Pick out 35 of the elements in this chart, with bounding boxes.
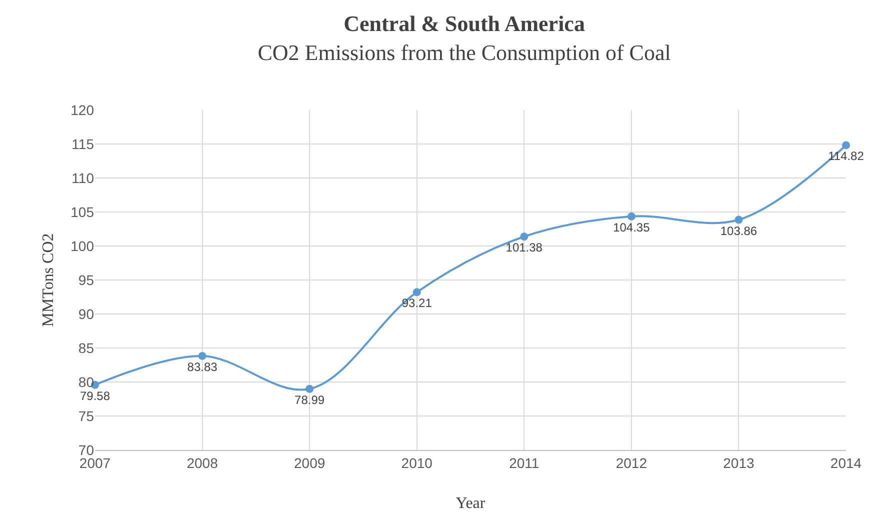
data-label: 83.83 (187, 360, 218, 374)
x-tick-label: 2011 (509, 454, 540, 471)
point (520, 232, 528, 241)
x-tick-label: 2014 (830, 454, 862, 471)
data-label: 101.38 (506, 240, 543, 255)
chart-subtitle: CO2 Emissions from the Consumption of Coal (258, 40, 671, 65)
x-tick-label: 2012 (616, 454, 648, 471)
x-axis-title: Year (456, 495, 486, 512)
point (412, 288, 421, 296)
data-label: 79.58 (80, 388, 110, 403)
x-tick-label: 2010 (401, 454, 433, 471)
data-label: 93.21 (402, 296, 432, 310)
y-tick-label: 115 (72, 136, 94, 152)
y-axis-title: MMTons CO2 (40, 233, 57, 327)
data-label: 103.86 (720, 224, 758, 238)
y-tick-label: 90 (78, 306, 94, 322)
chart-title: Central & South America (344, 11, 585, 36)
y-tick-label: 95 (78, 272, 94, 288)
y-tick-label: 75 (78, 408, 94, 424)
y-tick-label: 80 (78, 374, 94, 390)
x-tick-label: 2013 (723, 454, 754, 471)
data-label: 104.35 (613, 220, 650, 234)
point (734, 216, 743, 224)
data-label: 78.99 (294, 392, 325, 407)
point (842, 141, 850, 150)
y-tick-label: 110 (72, 170, 94, 186)
x-tick-label: 2008 (186, 454, 218, 471)
point (627, 212, 636, 220)
x-tick-label: 2009 (294, 454, 326, 471)
y-tick-label: 105 (70, 204, 94, 220)
point (306, 384, 314, 393)
point (198, 352, 206, 360)
y-tick-label: 85 (78, 340, 94, 356)
y-tick-label: 120 (70, 102, 94, 118)
y-tick-label: 100 (70, 238, 94, 254)
